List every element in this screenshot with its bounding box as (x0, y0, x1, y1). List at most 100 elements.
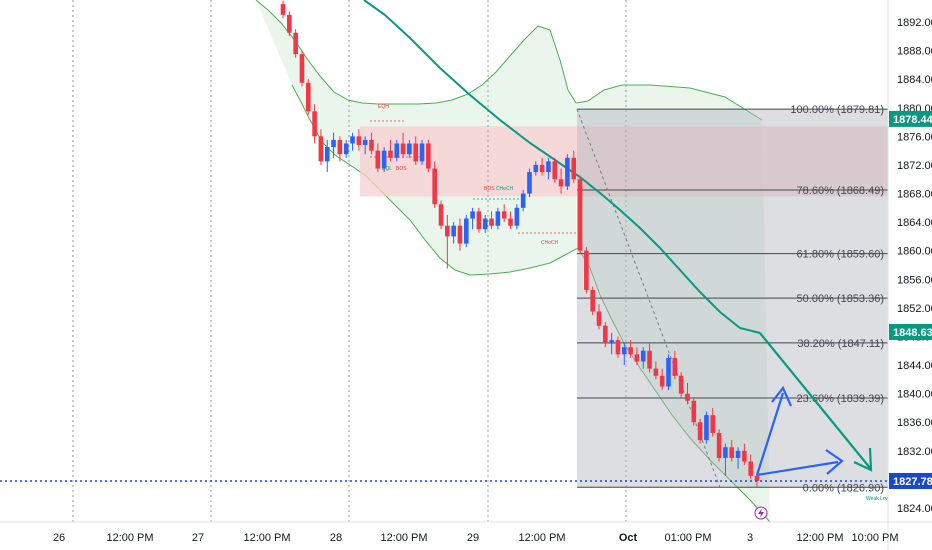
candle-body (445, 225, 450, 237)
y-axis-panel[interactable] (888, 0, 932, 550)
candle-body (558, 179, 564, 187)
arrow-right[interactable] (756, 460, 839, 477)
candle-body (495, 211, 501, 226)
candle-body (324, 147, 330, 162)
y-tick-label: 1844.00 (897, 360, 932, 372)
candle (407, 139, 412, 158)
candle (634, 347, 640, 366)
candle (305, 79, 311, 115)
candle (621, 343, 627, 366)
arrow-right-head (825, 449, 844, 475)
candle-body (685, 393, 690, 401)
supply-zone-rect (360, 126, 888, 197)
candle (691, 397, 697, 426)
candle (470, 207, 475, 230)
x-tick-label: 12:00 PM (796, 532, 843, 544)
y-tick-label: 1856.00 (897, 274, 932, 286)
fib-level-label: 50.00% (1853.36) (797, 293, 884, 305)
candle-body (546, 161, 551, 173)
candle-body (432, 168, 437, 205)
candle (615, 336, 621, 358)
candle (482, 214, 488, 233)
candle (337, 136, 343, 162)
arrow-up-shaft (755, 392, 785, 476)
candle-body (533, 164, 539, 173)
candle-body (621, 347, 627, 355)
candle-body (426, 143, 431, 169)
y-tick-label: 1832.00 (897, 446, 932, 458)
candle (362, 136, 368, 155)
supply-zone (360, 126, 888, 197)
x-axis-panel[interactable] (0, 522, 888, 550)
candle (495, 207, 501, 230)
price-tag-bg (889, 472, 932, 489)
candle-body (470, 211, 475, 219)
projection-arrows[interactable] (755, 332, 873, 477)
candle (653, 361, 659, 380)
fibonacci-retracement[interactable]: 100.00% (1879.81) 78.60% (1868.49) 61.80% … (576, 104, 888, 494)
candle-body (375, 150, 381, 169)
candle-body (735, 450, 741, 458)
candle-body (678, 375, 684, 394)
arrow-up[interactable] (755, 392, 785, 476)
candle (375, 143, 381, 173)
candle (571, 150, 577, 183)
candle (432, 161, 437, 208)
x-tick-label: 12:00 PM (380, 532, 427, 544)
candle (742, 443, 747, 466)
candle-body (577, 179, 583, 251)
arrow-down[interactable] (759, 332, 871, 469)
candle (628, 340, 633, 358)
price-tag-bg (889, 323, 932, 340)
arrow-up-head (771, 385, 793, 407)
y-tick-label: 1852.00 (897, 303, 932, 315)
candle (666, 354, 671, 391)
candle (388, 139, 393, 162)
candle-body (520, 193, 526, 208)
candle (672, 350, 678, 380)
candle-body (666, 357, 671, 387)
candle (324, 139, 330, 173)
candle-body (318, 136, 324, 162)
candle (331, 132, 336, 158)
candlestick-series (280, 0, 760, 487)
candle-body (653, 368, 659, 376)
candle-body (299, 54, 305, 83)
candle-body (754, 475, 760, 481)
candle (381, 147, 387, 173)
candle (735, 447, 741, 469)
candle-body (514, 207, 520, 226)
fib-trend-line (576, 108, 721, 488)
x-tick-label: Oct (619, 532, 638, 544)
y-tick-label: 1876.00 (897, 131, 932, 143)
candle (445, 214, 450, 269)
x-tick-label: 12:00 PM (106, 532, 153, 544)
y-tick-label: 1864.00 (897, 217, 932, 229)
candle-body (647, 350, 652, 369)
candle-body (527, 172, 532, 194)
candle (565, 154, 570, 190)
candle (426, 139, 431, 173)
candle-body (590, 290, 595, 312)
candle-body (287, 14, 292, 33)
x-tick-label: 3 (747, 532, 753, 544)
candle-body (356, 136, 362, 145)
smc-label: BOS (484, 186, 495, 192)
y-tick-label: 1824.00 (897, 503, 932, 515)
x-tick-label: 28 (330, 532, 342, 544)
candle (400, 132, 406, 158)
candle-body (640, 350, 646, 362)
candle (463, 214, 469, 248)
candle-body (350, 136, 355, 144)
x-tick-label: 10:00 PM (851, 532, 898, 544)
candle-body (710, 415, 716, 433)
candle (508, 211, 513, 230)
band-lower-line (291, 84, 771, 523)
candle (413, 136, 419, 165)
band-upper-line (255, 0, 763, 121)
x-tick-label: 01:00 PM (664, 532, 711, 544)
candle-body (337, 139, 343, 155)
candle (438, 200, 444, 230)
